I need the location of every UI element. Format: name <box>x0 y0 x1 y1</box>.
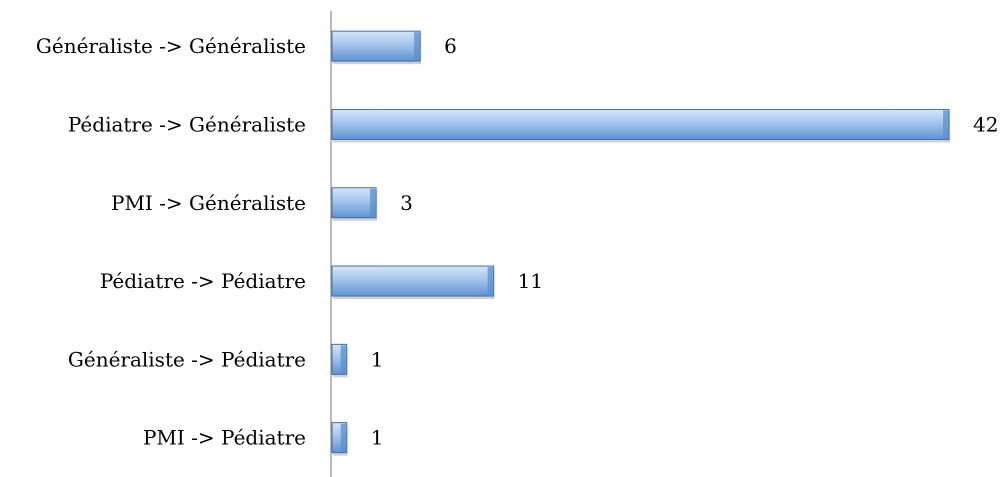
bar <box>331 108 950 140</box>
category-label: Pédiatre -> Pédiatre <box>100 269 306 293</box>
value-label: 1 <box>371 426 384 450</box>
bar <box>331 30 421 62</box>
bar-end-cap <box>414 32 421 61</box>
value-label: 11 <box>518 269 543 293</box>
bar-end-cap <box>340 423 347 452</box>
bar-end-cap <box>340 345 347 374</box>
bar-end-cap <box>943 110 949 139</box>
category-label: Généraliste -> Pédiatre <box>68 347 306 371</box>
category-label: Généraliste -> Généraliste <box>36 34 306 58</box>
bar <box>331 265 495 297</box>
category-label: PMI -> Pédiatre <box>143 426 306 450</box>
value-label: 42 <box>973 112 998 136</box>
bar-end-cap <box>370 188 377 217</box>
category-label: Pédiatre -> Généraliste <box>68 112 306 136</box>
value-label: 1 <box>371 347 384 371</box>
bars-group <box>331 30 950 456</box>
bar-end-cap <box>487 267 494 296</box>
bar <box>331 187 377 219</box>
value-label: 3 <box>400 191 413 215</box>
category-labels-group: Généraliste -> Généraliste Pédiatre -> Gé… <box>36 34 306 450</box>
value-label: 6 <box>444 34 457 58</box>
category-label: PMI -> Généraliste <box>111 191 306 215</box>
